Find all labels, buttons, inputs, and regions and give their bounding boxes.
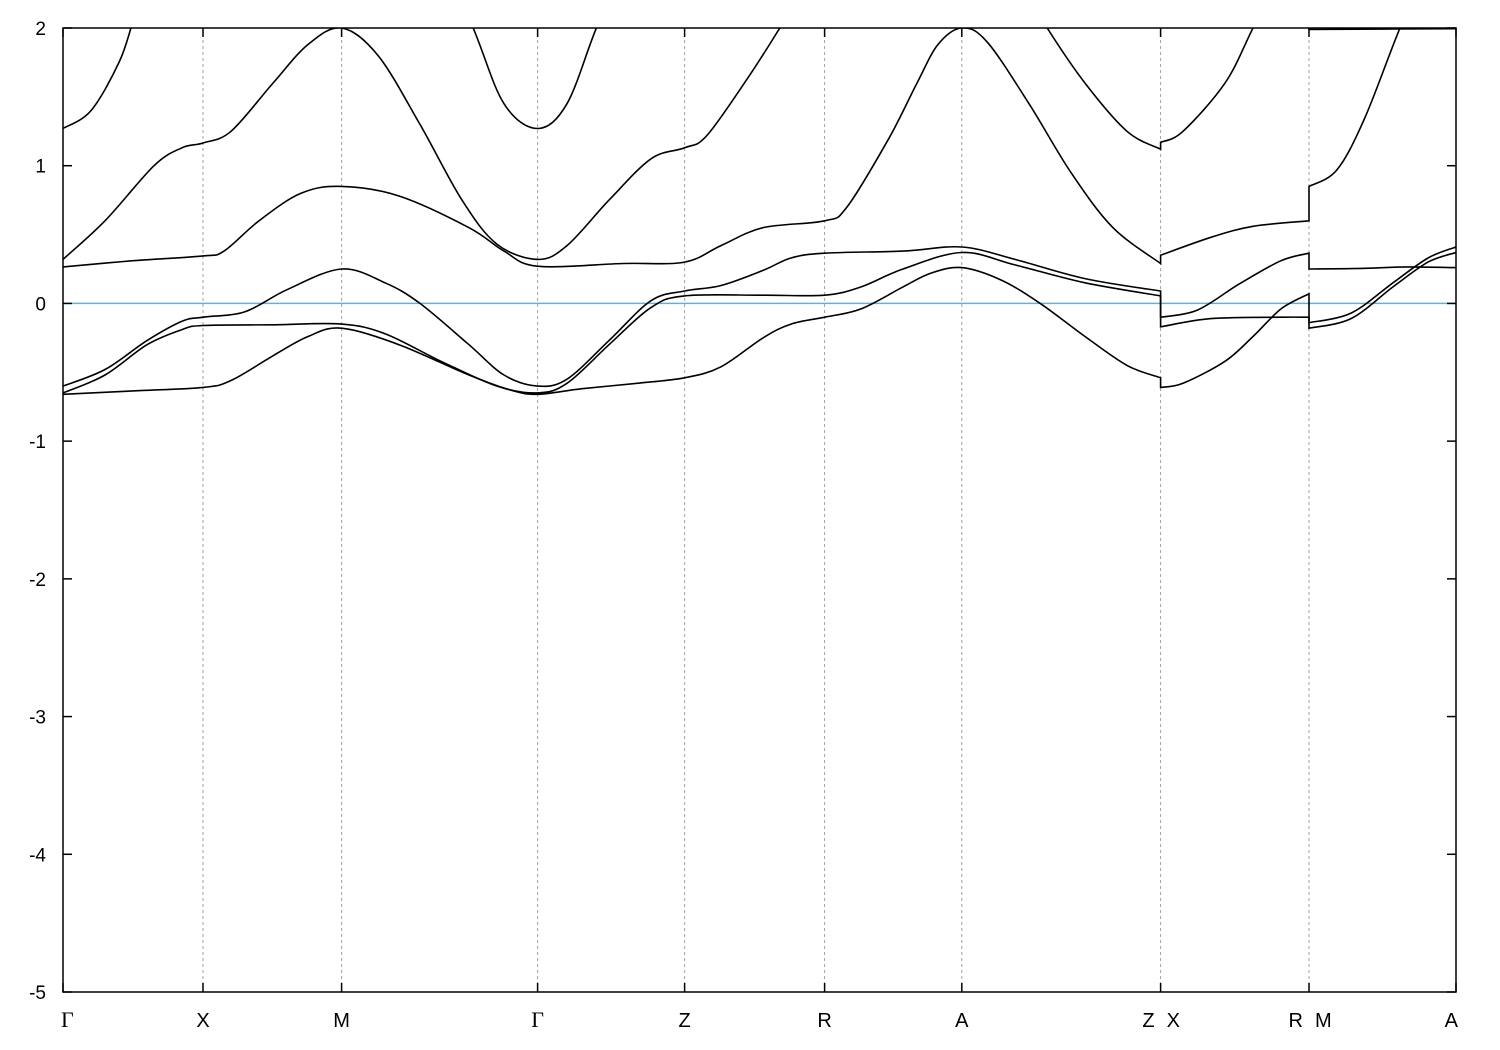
y-tick-label: -4	[29, 845, 46, 866]
y-tick-label: -2	[29, 570, 46, 591]
bands	[63, 28, 1456, 396]
band-line-2	[63, 251, 1456, 394]
x-tick-label: Z	[678, 1010, 690, 1032]
y-tick-label: -1	[29, 432, 46, 453]
x-tick-label: R	[1289, 1010, 1303, 1032]
x-tick-label: M	[333, 1010, 350, 1032]
y-axis: -5 -4 -3 -2 -1 0 1 2	[29, 19, 1456, 1004]
y-tick-label: 1	[35, 157, 46, 178]
grid-lines	[202, 28, 1310, 992]
x-tick-label: X	[1167, 1010, 1180, 1032]
x-tick-label: Z	[1142, 1010, 1154, 1032]
y-tick-label: -3	[29, 708, 46, 729]
x-tick-label: A	[1445, 1010, 1459, 1032]
x-tick-label: Γ	[531, 1007, 544, 1032]
band-line-6	[63, 28, 598, 130]
band-line-3	[63, 245, 1456, 388]
y-tick-label: 0	[35, 294, 46, 315]
x-tick-label: A	[955, 1010, 969, 1032]
x-tick-label: X	[196, 1010, 209, 1032]
plot-frame	[62, 27, 1457, 993]
x-tick-label: R	[817, 1010, 831, 1032]
x-tick-label: Γ	[61, 1007, 74, 1032]
y-tick-label: -5	[29, 983, 46, 1004]
band-line-1	[63, 246, 1456, 396]
x-tick-label: M	[1315, 1010, 1332, 1032]
y-tick-label: 2	[35, 19, 46, 40]
band-line-5	[63, 28, 1456, 261]
band-line-4	[63, 28, 1401, 268]
